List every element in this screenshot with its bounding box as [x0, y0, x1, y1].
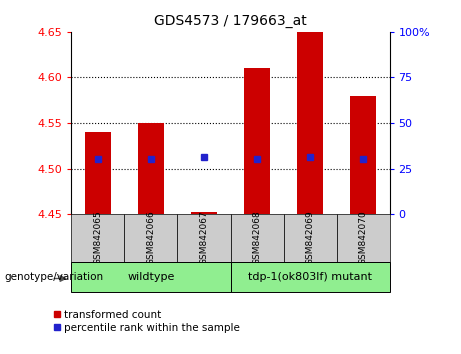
Bar — [337, 214, 390, 262]
Bar — [71, 214, 124, 262]
Text: wildtype: wildtype — [127, 272, 175, 282]
Text: genotype/variation: genotype/variation — [5, 272, 104, 282]
Bar — [284, 214, 337, 262]
Bar — [230, 214, 284, 262]
Bar — [177, 214, 230, 262]
Bar — [138, 123, 164, 214]
Text: GSM842067: GSM842067 — [200, 211, 208, 266]
Bar — [85, 132, 111, 214]
Bar — [350, 96, 376, 214]
Text: GSM842068: GSM842068 — [253, 211, 261, 266]
Bar — [71, 262, 230, 292]
Title: GDS4573 / 179663_at: GDS4573 / 179663_at — [154, 14, 307, 28]
Bar — [124, 214, 177, 262]
Bar — [244, 68, 270, 214]
Text: GSM842066: GSM842066 — [147, 211, 155, 266]
Text: GSM842065: GSM842065 — [94, 211, 102, 266]
Text: GSM842069: GSM842069 — [306, 211, 314, 266]
Bar — [230, 262, 390, 292]
Legend: transformed count, percentile rank within the sample: transformed count, percentile rank withi… — [53, 310, 240, 333]
Bar — [297, 32, 323, 214]
Text: tdp-1(ok803lf) mutant: tdp-1(ok803lf) mutant — [248, 272, 372, 282]
Bar — [191, 212, 217, 214]
Text: GSM842070: GSM842070 — [359, 211, 367, 266]
